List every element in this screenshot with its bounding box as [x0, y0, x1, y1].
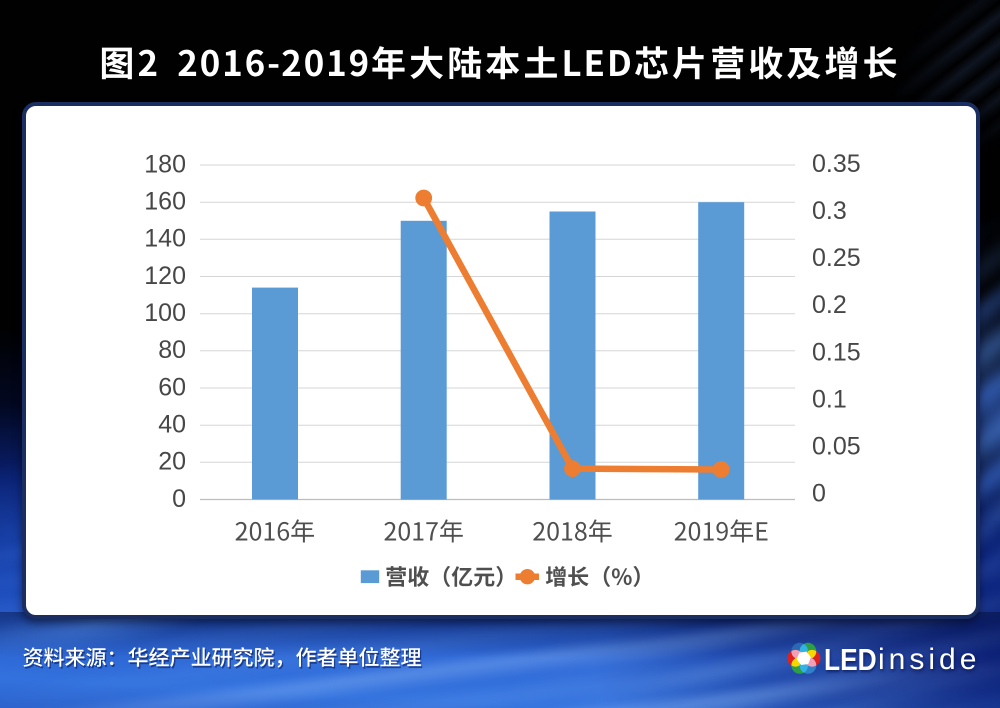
svg-text:60: 60 — [158, 373, 186, 401]
svg-text:0.25: 0.25 — [812, 244, 861, 272]
svg-text:100: 100 — [144, 299, 186, 327]
svg-text:0.3: 0.3 — [812, 197, 847, 225]
svg-text:0: 0 — [812, 480, 826, 508]
svg-text:20: 20 — [158, 448, 186, 476]
svg-text:0.05: 0.05 — [812, 433, 861, 461]
svg-text:0.15: 0.15 — [812, 338, 861, 366]
svg-text:40: 40 — [158, 411, 186, 439]
svg-text:0.35: 0.35 — [812, 150, 861, 178]
svg-text:0: 0 — [172, 485, 186, 513]
svg-text:140: 140 — [144, 225, 186, 253]
svg-text:80: 80 — [158, 336, 186, 364]
svg-text:120: 120 — [144, 262, 186, 290]
svg-text:0.2: 0.2 — [812, 291, 847, 319]
svg-text:0.1: 0.1 — [812, 385, 847, 413]
svg-text:180: 180 — [144, 150, 186, 178]
svg-text:160: 160 — [144, 188, 186, 216]
